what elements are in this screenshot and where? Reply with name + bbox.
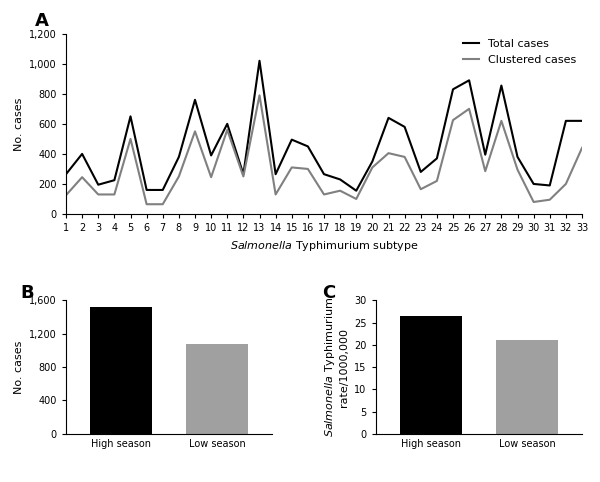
Y-axis label: No. cases: No. cases bbox=[14, 97, 23, 150]
Total cases bbox=[369, 159, 376, 164]
Total cases bbox=[337, 176, 344, 182]
Total cases bbox=[482, 152, 489, 158]
Total cases bbox=[240, 171, 247, 177]
Clustered cases bbox=[111, 191, 118, 197]
Clustered cases bbox=[191, 129, 199, 134]
Total cases bbox=[62, 171, 70, 177]
Total cases bbox=[530, 181, 537, 187]
Total cases bbox=[175, 154, 182, 160]
Clustered cases bbox=[95, 191, 102, 197]
Clustered cases bbox=[514, 167, 521, 173]
Clustered cases bbox=[288, 164, 295, 170]
Clustered cases bbox=[240, 174, 247, 179]
Total cases bbox=[272, 171, 279, 177]
Clustered cases bbox=[337, 188, 344, 194]
Clustered cases bbox=[62, 192, 70, 198]
Clustered cases bbox=[304, 166, 311, 172]
Total cases bbox=[79, 151, 86, 157]
Y-axis label: $\it{Salmonella}$ Typhimurium
rate/1000,000: $\it{Salmonella}$ Typhimurium rate/1000,… bbox=[323, 297, 349, 437]
Y-axis label: No. cases: No. cases bbox=[14, 340, 23, 394]
Clustered cases bbox=[208, 174, 215, 180]
Bar bbox=[400, 316, 461, 434]
Clustered cases bbox=[449, 117, 457, 123]
Total cases bbox=[95, 182, 102, 187]
Clustered cases bbox=[578, 145, 586, 151]
Line: Total cases: Total cases bbox=[66, 61, 582, 191]
Total cases bbox=[466, 78, 473, 83]
Total cases bbox=[288, 137, 295, 143]
Legend: Total cases, Clustered cases: Total cases, Clustered cases bbox=[463, 40, 577, 65]
Clustered cases bbox=[562, 181, 569, 187]
Text: B: B bbox=[20, 284, 34, 302]
Clustered cases bbox=[320, 191, 328, 197]
Clustered cases bbox=[143, 201, 150, 207]
Total cases bbox=[498, 83, 505, 89]
Total cases bbox=[191, 97, 199, 103]
Bar bbox=[496, 340, 558, 434]
Clustered cases bbox=[466, 106, 473, 112]
Total cases bbox=[449, 86, 457, 92]
Total cases bbox=[159, 187, 166, 193]
X-axis label: $\it{Salmonella}$ Typhimurium subtype: $\it{Salmonella}$ Typhimurium subtype bbox=[230, 239, 418, 253]
Bar bbox=[187, 344, 248, 434]
Text: C: C bbox=[322, 284, 335, 302]
Clustered cases bbox=[546, 197, 553, 202]
Clustered cases bbox=[530, 199, 537, 205]
Clustered cases bbox=[482, 168, 489, 174]
Total cases bbox=[304, 144, 311, 149]
Total cases bbox=[401, 124, 408, 130]
Total cases bbox=[224, 121, 231, 127]
Clustered cases bbox=[79, 174, 86, 180]
Clustered cases bbox=[256, 93, 263, 98]
Clustered cases bbox=[385, 150, 392, 156]
Total cases bbox=[127, 113, 134, 119]
Text: A: A bbox=[35, 12, 49, 30]
Clustered cases bbox=[175, 174, 182, 179]
Clustered cases bbox=[224, 127, 231, 133]
Clustered cases bbox=[433, 178, 440, 184]
Total cases bbox=[143, 187, 150, 193]
Total cases bbox=[353, 188, 360, 194]
Bar bbox=[90, 307, 152, 434]
Total cases bbox=[385, 115, 392, 121]
Total cases bbox=[417, 169, 424, 175]
Total cases bbox=[546, 183, 553, 188]
Total cases bbox=[514, 154, 521, 160]
Total cases bbox=[111, 177, 118, 183]
Clustered cases bbox=[498, 118, 505, 124]
Clustered cases bbox=[417, 187, 424, 192]
Total cases bbox=[320, 171, 328, 177]
Clustered cases bbox=[353, 196, 360, 202]
Clustered cases bbox=[127, 136, 134, 142]
Line: Clustered cases: Clustered cases bbox=[66, 95, 582, 204]
Total cases bbox=[208, 152, 215, 158]
Clustered cases bbox=[401, 154, 408, 160]
Clustered cases bbox=[159, 201, 166, 207]
Clustered cases bbox=[369, 164, 376, 170]
Total cases bbox=[433, 156, 440, 161]
Total cases bbox=[256, 58, 263, 64]
Clustered cases bbox=[272, 191, 279, 197]
Total cases bbox=[578, 118, 586, 124]
Total cases bbox=[562, 118, 569, 124]
